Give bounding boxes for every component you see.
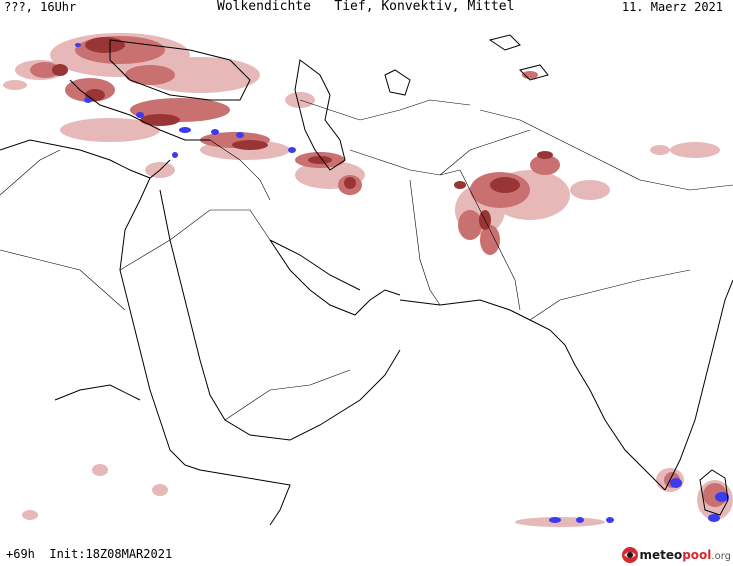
model-run-label: +69h Init:18Z08MAR2021 [6, 547, 173, 561]
coastline-layer [0, 34, 733, 526]
logo-text-org: .org [711, 551, 731, 562]
cloud-density-layer [3, 33, 733, 527]
footer-bar: +69h Init:18Z08MAR2021 meteopool.org [0, 542, 733, 566]
logo-text-pool: pool [682, 548, 712, 562]
globe-icon [622, 547, 639, 563]
meteopool-logo[interactable]: meteopool.org [621, 545, 731, 565]
map-title: Wolkendichte Tief, Konvektiv, Mittel [217, 0, 515, 14]
weather-map [0, 33, 733, 527]
logo-text-meteo: meteo [639, 548, 683, 562]
border-layer [0, 99, 733, 421]
date-label: 11. Maerz 2021 [621, 0, 723, 14]
valid-time-label: ???, 16Uhr [4, 0, 77, 14]
